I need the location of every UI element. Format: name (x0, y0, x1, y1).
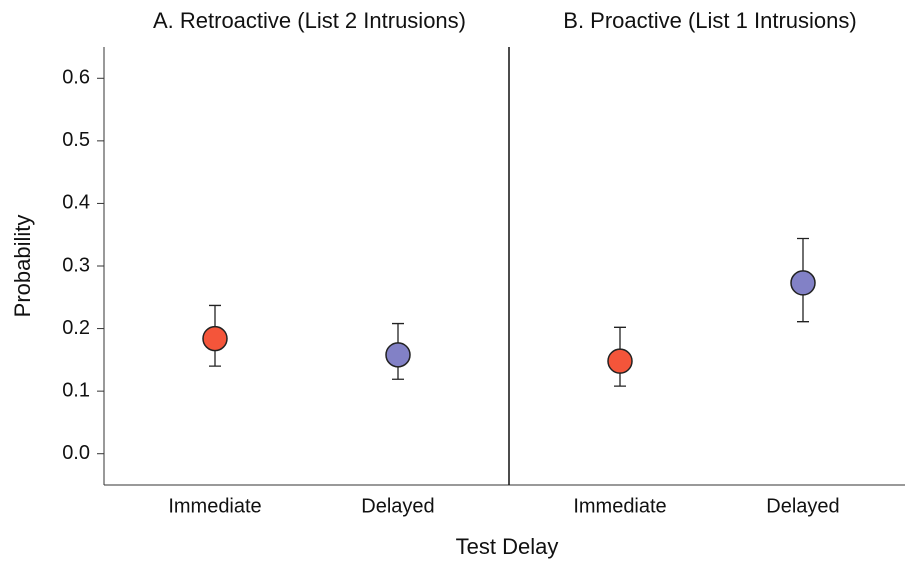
x-tick-label: Delayed (361, 495, 434, 517)
y-tick-label: 0.5 (62, 129, 90, 151)
y-tick-label: 0.2 (62, 317, 90, 339)
y-tick-label: 0.6 (62, 67, 90, 89)
y-tick-label: 0.4 (62, 192, 90, 214)
point (790, 270, 816, 296)
y-tick-label: 0.3 (62, 254, 90, 276)
y-tick-label: 0.1 (62, 379, 90, 401)
x-axis-label: Test Delay (456, 534, 559, 559)
point (385, 342, 411, 368)
point (607, 348, 633, 374)
panel-title: A. Retroactive (List 2 Intrusions) (153, 8, 466, 33)
x-tick-label: Immediate (573, 495, 666, 517)
y-axis-label: Probability (10, 215, 35, 318)
point (202, 325, 228, 352)
panel-title: B. Proactive (List 1 Intrusions) (563, 8, 856, 33)
x-tick-label: Delayed (766, 495, 839, 517)
x-tick-label: Immediate (168, 495, 261, 517)
y-tick-label: 0.0 (62, 442, 90, 464)
